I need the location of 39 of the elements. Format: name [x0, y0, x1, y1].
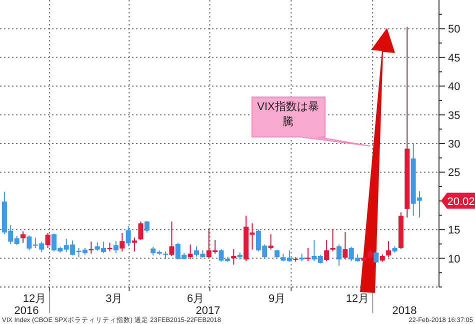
x2-tick-label: 2017 — [196, 305, 220, 317]
candlestick — [169, 221, 174, 257]
y-tick-label: 15 — [448, 224, 460, 237]
candlestick — [45, 232, 50, 248]
candlestick — [188, 244, 193, 260]
x2-tick-label: 2016 — [14, 305, 39, 317]
candlestick — [268, 234, 274, 250]
x-tick-label: 6月 — [187, 293, 204, 305]
candlestick — [306, 247, 311, 262]
y-tick-label: 40 — [448, 81, 460, 94]
candlestick — [126, 226, 131, 247]
candlestick — [324, 239, 330, 262]
y-tick-label: 45 — [448, 52, 460, 64]
y-tick-label: 50 — [448, 24, 460, 36]
y-tick-label: 25 — [448, 167, 460, 180]
x-tick-label: 3月 — [106, 293, 123, 305]
candlestick — [374, 250, 379, 264]
candlestick — [386, 240, 392, 258]
candlestick — [367, 249, 372, 260]
y-tick-label: 35 — [448, 110, 460, 122]
candlestick — [132, 237, 138, 252]
annotation: 20.02 — [447, 196, 475, 208]
candlestick — [336, 244, 342, 266]
x-tick-label: 12月 — [346, 293, 370, 305]
candlestick — [144, 220, 150, 233]
candlestick — [88, 241, 94, 254]
x-tick-label: 12月 — [22, 293, 46, 305]
candlestick — [113, 240, 118, 254]
annotation: VIX指数は暴騰 — [256, 100, 320, 130]
callout: VIX指数は暴騰 — [252, 96, 370, 146]
candlestick — [120, 232, 125, 252]
candlestick — [138, 221, 144, 240]
candlestick — [20, 230, 26, 244]
x2-tick-label: 2018 — [392, 305, 417, 317]
candlestick — [231, 248, 236, 266]
y-tick-label: 10 — [448, 253, 460, 266]
x-tick-label: 9月 — [268, 293, 286, 305]
candlestick — [342, 231, 348, 260]
y-tick-label: 30 — [448, 138, 460, 150]
